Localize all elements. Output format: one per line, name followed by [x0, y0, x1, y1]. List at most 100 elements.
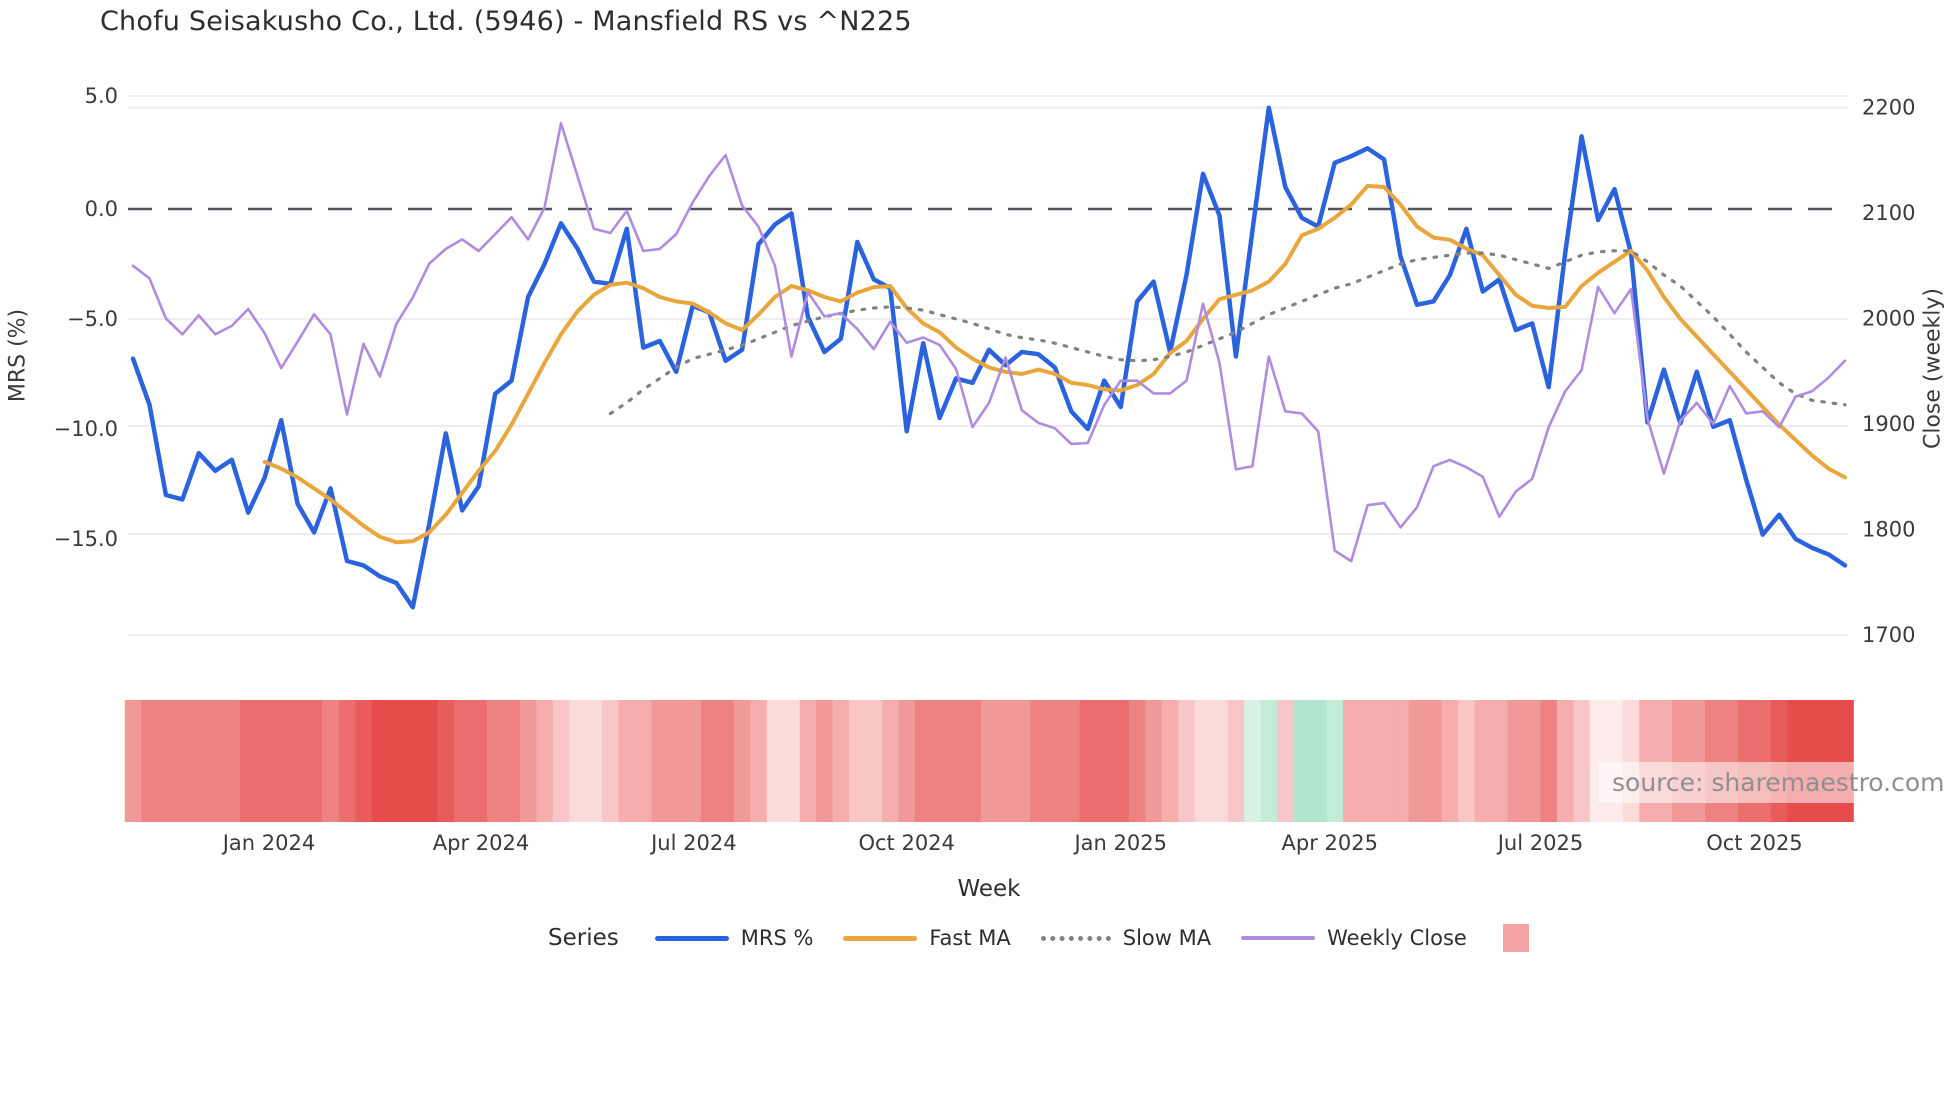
- heatmap-cell: [207, 700, 225, 822]
- heatmap-cell: [1293, 700, 1311, 822]
- series-lines: [130, 105, 1848, 610]
- heatmap-cell: [997, 700, 1015, 822]
- x-axis-tick: Jul 2024: [649, 831, 736, 855]
- heatmap-cell: [1326, 700, 1344, 822]
- heatmap-cell: [1145, 700, 1163, 822]
- heatmap-cell: [914, 700, 932, 822]
- heatmap-strip: [124, 700, 1854, 822]
- legend-item-label: Slow MA: [1122, 926, 1212, 950]
- heatmap-cell: [1227, 700, 1245, 822]
- heatmap-cell: [141, 700, 159, 822]
- heatmap-cell: [1260, 700, 1278, 822]
- chart-title: Chofu Seisakusho Co., Ltd. (5946) - Mans…: [100, 6, 912, 37]
- heatmap-cell: [1672, 700, 1690, 822]
- heatmap-cell: [552, 700, 570, 822]
- heatmap-cell: [437, 700, 455, 822]
- heatmap-cell: [338, 700, 356, 822]
- right-axis-tick: 1900: [1862, 412, 1915, 436]
- heatmap-cell: [1211, 700, 1229, 822]
- legend-title: Series: [548, 925, 619, 951]
- heatmap-cell: [1556, 700, 1574, 822]
- fast-ma-line-icon: [843, 935, 918, 941]
- heatmap-cell: [388, 700, 406, 822]
- heatmap-cell: [1573, 700, 1591, 822]
- heatmap-cell: [882, 700, 900, 822]
- heatmap-cell: [124, 700, 142, 822]
- heatmap-cell: [404, 700, 422, 822]
- heatmap-cell: [1063, 700, 1081, 822]
- heatmap-cell: [1589, 700, 1607, 822]
- heatmap-cell: [1524, 700, 1542, 822]
- right-axis-tick: 2100: [1862, 201, 1915, 225]
- heatmap-cell: [1655, 700, 1673, 822]
- right-axis-tick: 1700: [1862, 623, 1915, 647]
- right-axis-tick: 1800: [1862, 518, 1915, 542]
- right-axis-tick: 2000: [1862, 307, 1915, 331]
- x-axis-tick: Oct 2025: [1706, 831, 1802, 855]
- left-axis-tick: −15.0: [54, 527, 118, 551]
- heatmap-cell: [1754, 700, 1772, 822]
- series-line-mrs-: [130, 105, 1848, 610]
- heatmap-cell: [1375, 700, 1393, 822]
- slow-ma-dotted-line-icon: [1040, 935, 1111, 941]
- left-axis-tick-labels: 5.0 0.0 −5.0 −10.0 −15.0: [54, 84, 118, 551]
- heatmap-cell: [1342, 700, 1360, 822]
- heatmap-cell: [569, 700, 587, 822]
- heatmap-cell: [684, 700, 702, 822]
- heatmap-cell: [536, 700, 554, 822]
- heatmap-cell: [256, 700, 274, 822]
- x-axis-title: Week: [957, 876, 1021, 902]
- right-axis-tick: 2200: [1862, 96, 1915, 120]
- mrs-line-icon: [654, 935, 729, 941]
- right-axis-title: Close (weekly): [1920, 287, 1946, 450]
- heatmap-cell: [1359, 700, 1377, 822]
- legend-item-slow-ma: Slow MA: [1040, 926, 1212, 950]
- heatmap-cell: [1277, 700, 1295, 822]
- heatmap-cell: [1310, 700, 1328, 822]
- heatmap-cell: [1096, 700, 1114, 822]
- legend-item-mrs: MRS %: [654, 926, 813, 950]
- heatmap-cell: [503, 700, 521, 822]
- heatmap-cell: [1441, 700, 1459, 822]
- legend-item-weekly-close: Weekly Close: [1241, 926, 1467, 950]
- heatmap-cell: [1836, 700, 1854, 822]
- heatmap-cell: [668, 700, 686, 822]
- source-watermark: source: sharemaestro.com: [1598, 762, 1959, 803]
- x-axis-tick: Oct 2024: [858, 831, 954, 855]
- heatmap-cell: [1688, 700, 1706, 822]
- left-axis-tick: 0.0: [85, 197, 118, 221]
- heatmap-cell: [832, 700, 850, 822]
- heatmap-cell: [1787, 700, 1805, 822]
- heatmap-cell: [947, 700, 965, 822]
- heatmap-cell: [157, 700, 175, 822]
- heatmap-cell: [980, 700, 998, 822]
- heatmap-cell: [1244, 700, 1262, 822]
- heatmap-cell: [1194, 700, 1212, 822]
- heatmap-cell: [700, 700, 718, 822]
- heatmap-cell: [1507, 700, 1525, 822]
- heatmap-cell: [1161, 700, 1179, 822]
- heatmap-cell: [355, 700, 373, 822]
- heatmap-cell: [272, 700, 290, 822]
- heatmap-cell: [1639, 700, 1657, 822]
- heatmap-cell: [174, 700, 192, 822]
- heatmap-cell: [602, 700, 620, 822]
- heatmap-cell: [1128, 700, 1146, 822]
- heatmap-cell: [1046, 700, 1064, 822]
- weekly-close-line-icon: [1241, 936, 1316, 940]
- legend-item-label: Fast MA: [929, 926, 1011, 950]
- series-line-weekly-close: [131, 122, 1847, 563]
- heatmap-cell: [1079, 700, 1097, 822]
- heatmap-cell: [1540, 700, 1558, 822]
- gridlines: [128, 95, 1848, 636]
- heatmap-cell: [322, 700, 340, 822]
- heatmap-cell: [816, 700, 834, 822]
- series-line-slow-ma: [608, 249, 1847, 416]
- x-axis-tick: Jan 2025: [1072, 831, 1167, 855]
- heatmap-cell: [849, 700, 867, 822]
- heatmap-cell: [1178, 700, 1196, 822]
- left-axis-title: MRS (%): [5, 308, 31, 403]
- heatmap-cell: [1112, 700, 1130, 822]
- heatmap-cell: [190, 700, 208, 822]
